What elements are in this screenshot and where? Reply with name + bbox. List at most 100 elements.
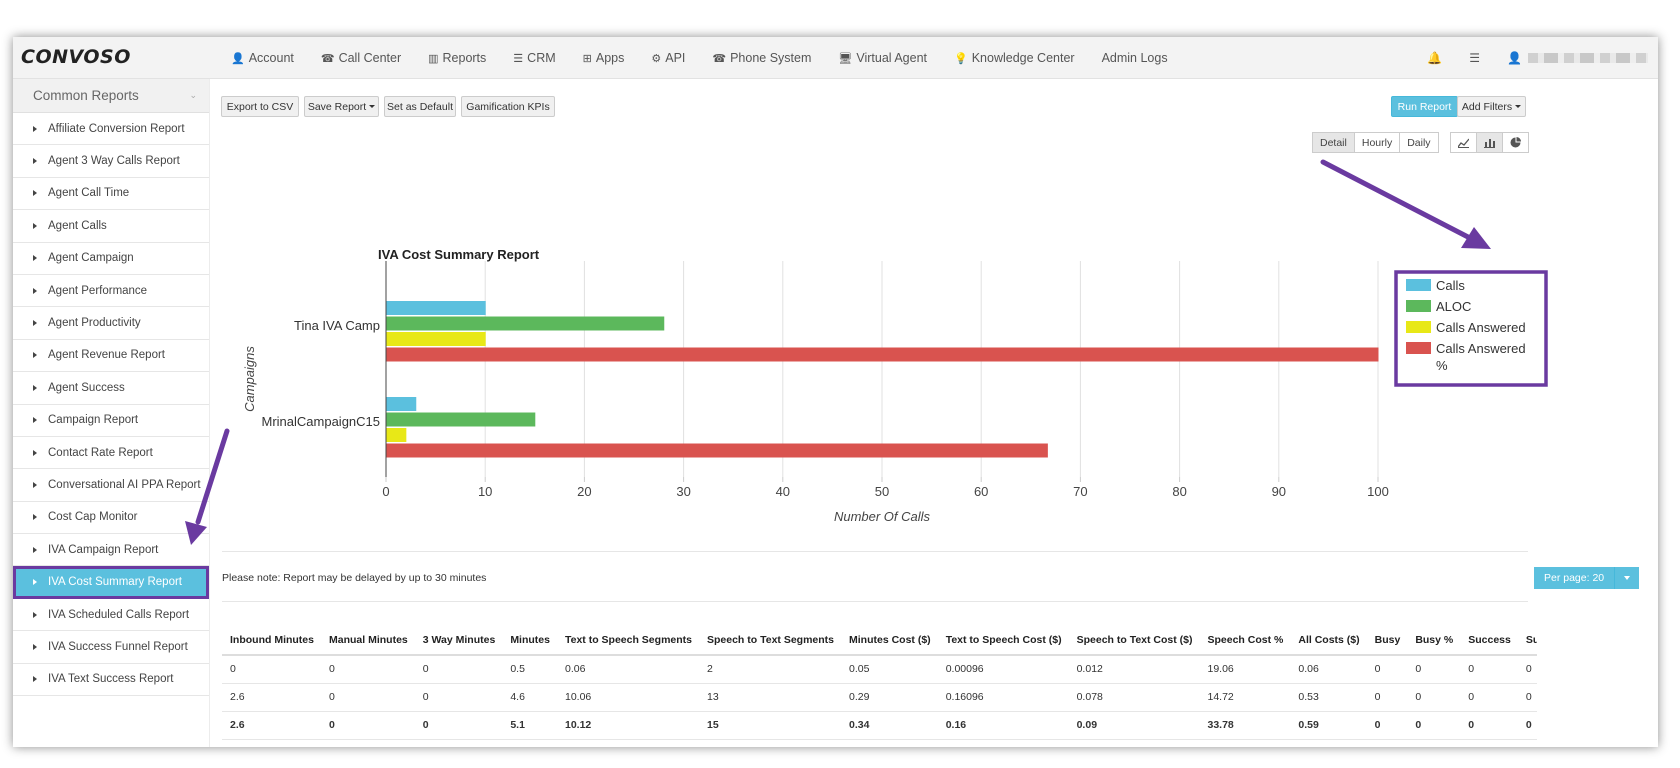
category-label: MrinalCampaignC15: [262, 414, 381, 429]
table-cell: 13: [699, 683, 842, 712]
legend-label-line: %: [1436, 358, 1448, 373]
legend-label: Calls Answered: [1436, 320, 1526, 335]
nav-admin-logs[interactable]: Admin Logs: [1102, 51, 1168, 65]
table-cell: 0.078: [1068, 683, 1200, 712]
export-csv-button[interactable]: Export to CSV: [221, 96, 299, 117]
sidebar-item-iva-success-funnel-report[interactable]: IVA Success Funnel Report: [13, 631, 209, 664]
run-report-button[interactable]: Run Report: [1391, 96, 1458, 117]
sidebar-item-agent-campaign[interactable]: Agent Campaign: [13, 243, 209, 275]
sidebar-item-contact-rate-report[interactable]: Contact Rate Report: [13, 437, 209, 470]
column-header[interactable]: Text to Speech Segments: [556, 625, 699, 656]
save-report-button[interactable]: Save Report: [304, 96, 379, 117]
nav-phone-system[interactable]: ☎ Phone System: [712, 51, 811, 65]
sidebar-item-agent-call-time[interactable]: Agent Call Time: [13, 178, 209, 211]
x-tick-label: 20: [577, 484, 591, 499]
nav-virtual-agent[interactable]: 🖥 Virtual Agent: [838, 51, 927, 65]
add-filters-button[interactable]: Add Filters: [1457, 96, 1526, 117]
sidebar-item-cost-cap-monitor[interactable]: Cost Cap Monitor: [13, 502, 209, 535]
per-page-dropdown[interactable]: Per page: 20: [1534, 567, 1640, 589]
user-icon[interactable]: 👤: [1507, 51, 1522, 65]
nav-reports[interactable]: ▥ Reports: [428, 51, 486, 65]
reports-sidebar: Common Reports ⌄ Affiliate Conversion Re…: [13, 79, 210, 747]
sidebar-item-conversational-ai-ppa-report[interactable]: Conversational AI PPA Report: [13, 469, 209, 502]
bar-chart-icon: ▥: [428, 52, 439, 65]
legend-label-line: Calls Answered: [1436, 341, 1526, 356]
sidebar-item-agent-3-way-calls-report[interactable]: Agent 3 Way Calls Report: [13, 145, 209, 178]
bell-icon[interactable]: 🔔: [1427, 51, 1443, 65]
total-cell: 5.1: [502, 711, 557, 740]
column-header[interactable]: Busy: [1366, 625, 1408, 656]
nav-knowledge-center[interactable]: 💡 Knowledge Center: [954, 51, 1075, 65]
column-header[interactable]: Speech Cost %: [1199, 625, 1291, 656]
sidebar-item-iva-cost-summary-report[interactable]: IVA Cost Summary Report: [13, 566, 209, 599]
sidebar-item-agent-performance[interactable]: Agent Performance: [13, 275, 209, 308]
column-header[interactable]: Minutes Cost ($): [841, 625, 938, 656]
monitor-icon: 🖥: [838, 52, 853, 65]
sidebar-item-agent-revenue-report[interactable]: Agent Revenue Report: [13, 340, 209, 373]
nav-label: Knowledge Center: [971, 51, 1075, 65]
sidebar-header[interactable]: Common Reports ⌄: [13, 79, 209, 113]
sidebar-item-iva-scheduled-calls-report[interactable]: IVA Scheduled Calls Report: [13, 599, 209, 632]
nav-call-center[interactable]: ☎ Call Center: [321, 51, 401, 65]
column-header[interactable]: Busy %: [1407, 625, 1461, 656]
sidebar-item-agent-calls[interactable]: Agent Calls: [13, 210, 209, 243]
set-default-label: Set as Default: [387, 100, 453, 113]
column-header[interactable]: Minutes: [502, 625, 557, 656]
column-header[interactable]: Text to Speech Cost ($): [937, 625, 1069, 656]
sidebar-item-label: Cost Cap Monitor: [48, 511, 138, 524]
app-window: CONVOSO 👤 Account ☎ Call Center ▥ Reports ☰ CRM…: [13, 37, 1658, 747]
view-daily[interactable]: Daily: [1399, 132, 1439, 153]
bar-chart: 0 10 20 30 40 50 60 70 80 90 100 Number Of Calls Cam…: [242, 261, 1548, 524]
column-header[interactable]: Speech to Text Segments: [699, 625, 842, 656]
legend-swatch: [1406, 279, 1431, 291]
pie-chart-icon[interactable]: [1502, 132, 1529, 153]
phone-icon: ☎: [320, 52, 335, 65]
column-header[interactable]: 3 Way Minutes: [414, 625, 503, 656]
nav-apps[interactable]: ⊞ Apps: [583, 51, 625, 65]
total-cell: 0: [1517, 711, 1537, 740]
nav-api[interactable]: ⚙ API: [651, 51, 685, 65]
sidebar-item-label: IVA Campaign Report: [48, 543, 159, 556]
table-cell: 0: [414, 683, 503, 712]
column-header[interactable]: Success: [1460, 625, 1518, 656]
bar-calls: [386, 301, 486, 315]
sidebar-item-label: Agent Call Time: [48, 187, 130, 200]
caret-right-icon: [33, 676, 37, 683]
convoso-logo[interactable]: CONVOSO: [21, 46, 131, 68]
export-csv-label: Export to CSV: [226, 100, 294, 113]
x-tick-label: 100: [1367, 484, 1389, 499]
gamification-kpis-button[interactable]: Gamification KPIs: [461, 96, 555, 117]
column-header[interactable]: Speech to Text Cost ($): [1068, 625, 1200, 656]
bar-chart-icon[interactable]: [1476, 132, 1503, 153]
column-header[interactable]: Inbound Minutes: [222, 625, 321, 656]
nav-crm[interactable]: ☰ CRM: [513, 51, 555, 65]
legend-swatch: [1406, 321, 1431, 333]
table-cell: 0: [1407, 655, 1461, 684]
y-axis-label: Campaigns: [242, 346, 257, 412]
sidebar-item-affiliate-conversion-report[interactable]: Affiliate Conversion Report: [13, 113, 209, 146]
column-header[interactable]: Success %: [1517, 625, 1537, 656]
caret-right-icon: [33, 255, 37, 262]
sidebar-item-label: IVA Cost Summary Report: [48, 576, 182, 589]
sidebar-item-agent-success[interactable]: Agent Success: [13, 372, 209, 405]
x-tick-label: 50: [875, 484, 889, 499]
caret-down-icon[interactable]: [1615, 567, 1640, 589]
database-icon[interactable]: ☰: [1469, 51, 1481, 65]
nav-account[interactable]: 👤 Account: [231, 51, 294, 65]
sidebar-item-iva-text-success-report[interactable]: IVA Text Success Report: [13, 664, 209, 697]
set-default-button[interactable]: Set as Default: [384, 96, 456, 117]
sidebar-item-agent-productivity[interactable]: Agent Productivity: [13, 307, 209, 340]
nav-label: Phone System: [730, 51, 812, 65]
nav-label: Reports: [442, 51, 487, 65]
view-hourly[interactable]: Hourly: [1353, 132, 1401, 153]
column-header[interactable]: All Costs ($): [1290, 625, 1367, 656]
caret-right-icon: [33, 287, 37, 294]
sidebar-item-campaign-report[interactable]: Campaign Report: [13, 405, 209, 437]
table-cell: 0: [1460, 683, 1518, 712]
sidebar-item-iva-campaign-report[interactable]: IVA Campaign Report: [13, 534, 209, 567]
total-cell: 0.34: [841, 711, 938, 740]
caret-right-icon: [33, 611, 37, 618]
column-header[interactable]: Manual Minutes: [321, 625, 415, 656]
view-detail[interactable]: Detail: [1312, 132, 1355, 153]
redacted-username[interactable]: [1528, 53, 1648, 63]
